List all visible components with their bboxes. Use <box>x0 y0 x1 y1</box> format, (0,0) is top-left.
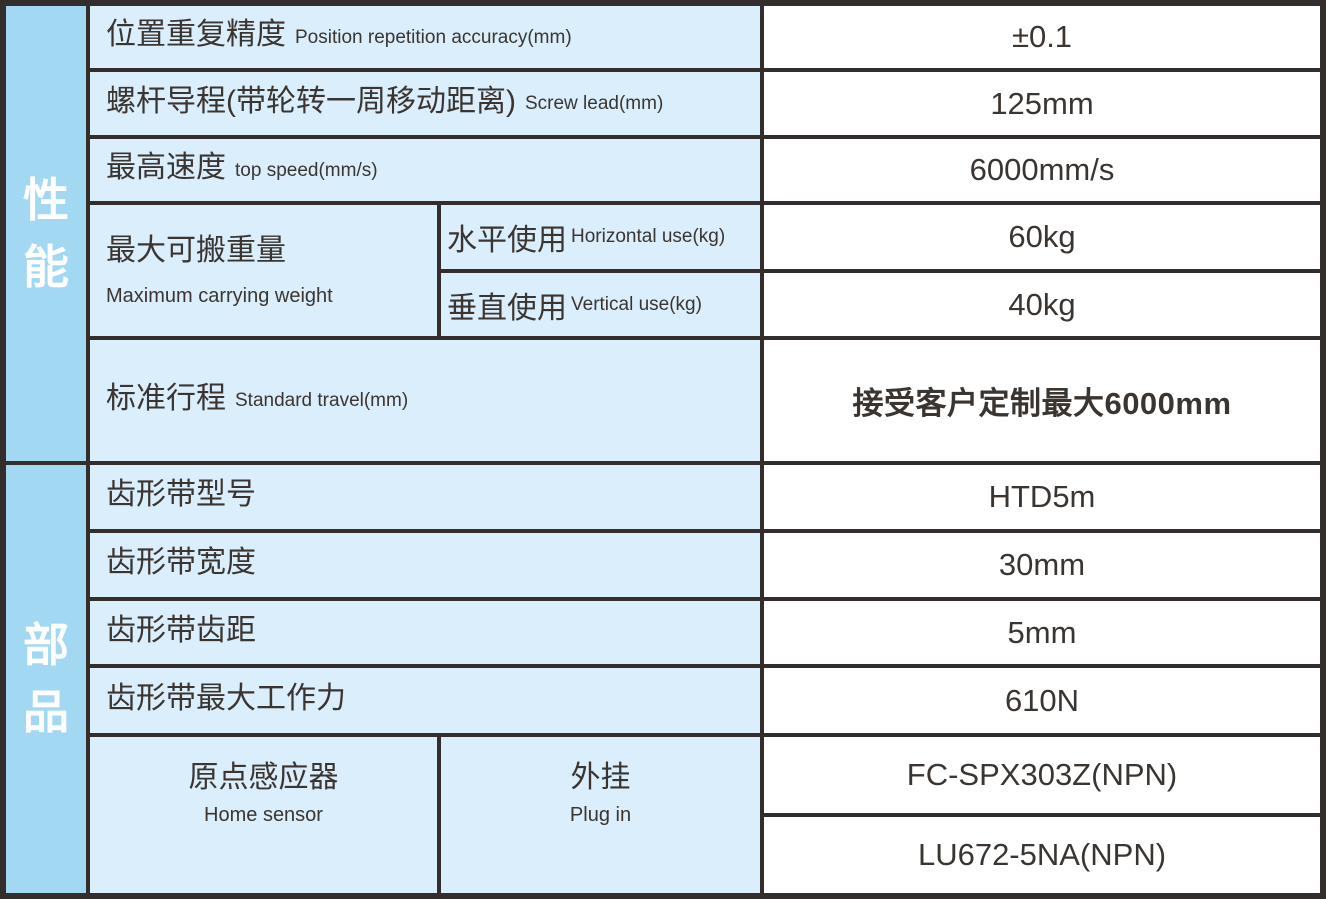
horizontal-use-zh: 水平使用 <box>447 224 567 257</box>
home-sensor-en: Home sensor <box>204 804 323 826</box>
row-position-accuracy-label: 位置重复精度 Position repetition accuracy(mm) <box>90 6 760 68</box>
standard-travel-en: Standard travel(mm) <box>235 390 409 411</box>
vertical-use-zh: 垂直使用 <box>447 291 567 325</box>
home-sensor-label: 原点感应器 Home sensor <box>90 737 437 893</box>
row-belt-max-force-label: 齿形带最大工作力 <box>90 668 760 733</box>
section-performance: 性能 位置重复精度 Position repetition accuracy(m… <box>6 6 1320 461</box>
sensor-value-1: FC-SPX303Z(NPN) <box>764 737 1320 813</box>
row-belt-max-force-value: 610N <box>764 668 1320 733</box>
belt-width-zh: 齿形带宽度 <box>106 546 256 579</box>
sensor-values: FC-SPX303Z(NPN) LU672-5NA(NPN) <box>764 737 1320 893</box>
row-vertical-use-label: 垂直使用 Vertical use(kg) <box>441 273 760 336</box>
row-standard-travel-value: 接受客户定制最大6000mm <box>764 340 1320 461</box>
home-sensor-zh: 原点感应器 <box>188 761 339 794</box>
row-belt-pitch-label: 齿形带齿距 <box>90 601 760 664</box>
section-performance-strip: 性能 <box>6 6 86 461</box>
position-accuracy-en: Position repetition accuracy(mm) <box>295 26 572 48</box>
top-speed-en: top speed(mm/s) <box>235 159 378 181</box>
plug-in-label: 外挂 Plug in <box>441 737 760 893</box>
row-belt-width-label: 齿形带宽度 <box>90 533 760 597</box>
row-belt-width-value: 30mm <box>764 533 1320 597</box>
carrying-weight-zh: 最大可搬重量 <box>106 233 286 267</box>
row-top-speed-label: 最高速度 top speed(mm/s) <box>90 139 760 201</box>
row-screw-lead-value: 125mm <box>764 72 1320 135</box>
row-carrying-weight-label: 最大可搬重量 Maximum carrying weight <box>90 205 437 336</box>
belt-model-zh: 齿形带型号 <box>106 478 256 511</box>
belt-max-force-zh: 齿形带最大工作力 <box>106 681 346 715</box>
screw-lead-en: Screw lead(mm) <box>524 93 664 114</box>
row-standard-travel-label: 标准行程 Standard travel(mm) <box>90 340 760 461</box>
plug-in-en: Plug in <box>569 804 632 826</box>
top-speed-zh: 最高速度 <box>106 151 226 184</box>
row-vertical-use-value: 40kg <box>764 273 1320 336</box>
horizontal-use-en: Horizontal use(kg) <box>571 226 726 247</box>
section-parts-strip: 部品 <box>6 465 86 893</box>
screw-lead-zh: 螺杆导程(带轮转一周移动距离) <box>106 84 516 118</box>
section-parts: 部品 齿形带型号 HTD5m 齿形带宽度 30mm 齿形带齿距 5mm 齿形带最… <box>6 465 1320 893</box>
row-belt-model-value: HTD5m <box>764 465 1320 529</box>
position-accuracy-zh: 位置重复精度 <box>106 18 286 51</box>
belt-pitch-zh: 齿形带齿距 <box>106 613 256 647</box>
row-belt-pitch-value: 5mm <box>764 601 1320 664</box>
row-belt-model-label: 齿形带型号 <box>90 465 760 529</box>
row-horizontal-use-label: 水平使用 Horizontal use(kg) <box>441 205 760 269</box>
row-screw-lead-label: 螺杆导程(带轮转一周移动距离) Screw lead(mm) <box>90 72 760 135</box>
row-top-speed-value: 6000mm/s <box>764 139 1320 201</box>
plug-in-zh: 外挂 <box>570 761 631 794</box>
section-performance-label: 性能 <box>23 173 69 293</box>
standard-travel-zh: 标准行程 <box>106 381 226 415</box>
section-parts-label: 部品 <box>23 619 69 738</box>
row-position-accuracy-value: ±0.1 <box>764 6 1320 68</box>
sensor-value-2: LU672-5NA(NPN) <box>764 817 1320 893</box>
carrying-weight-en: Maximum carrying weight <box>106 284 333 307</box>
vertical-use-en: Vertical use(kg) <box>571 293 702 315</box>
row-horizontal-use-value: 60kg <box>764 205 1320 269</box>
